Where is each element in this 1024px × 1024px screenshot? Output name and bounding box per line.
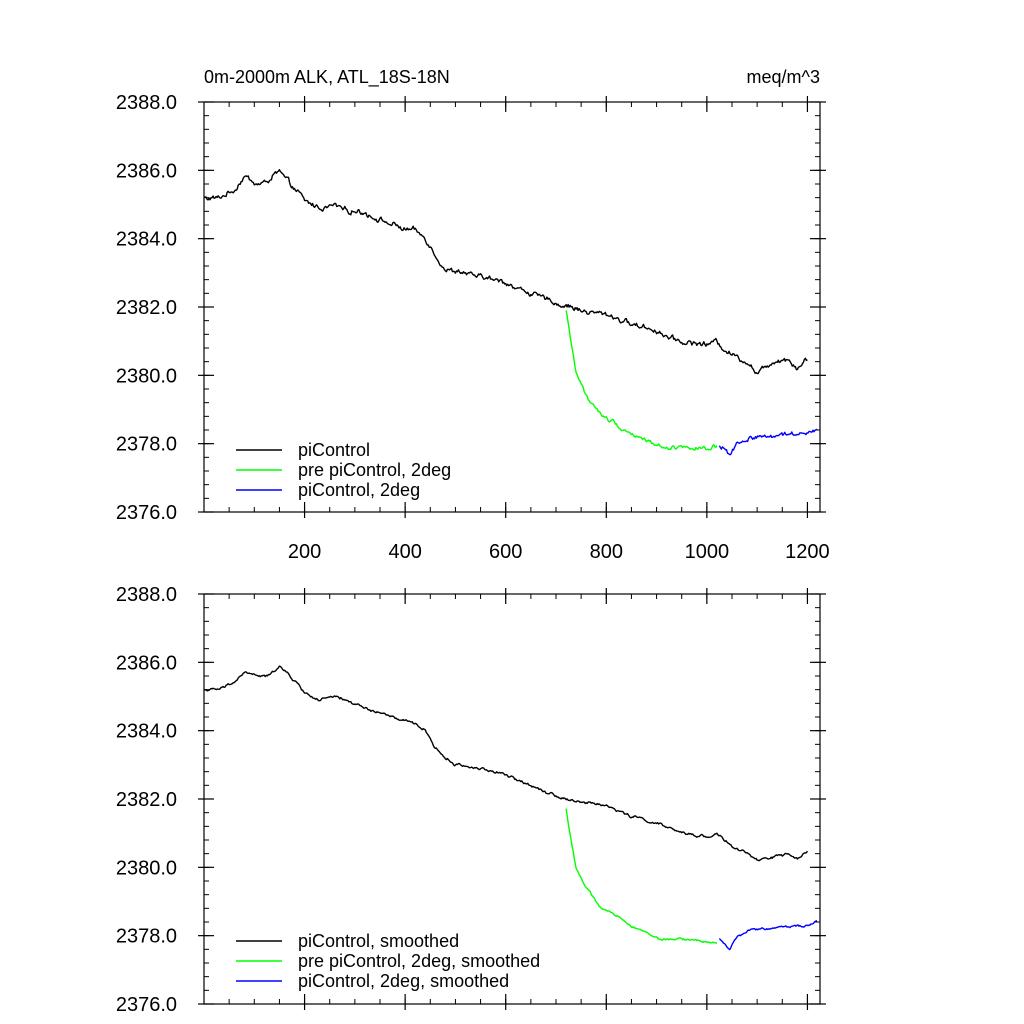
legend-label: piControl, smoothed xyxy=(298,931,459,951)
chart-title: 0m-2000m ALK, ATL_18S-18N xyxy=(204,67,450,88)
x-tick-label: 200 xyxy=(288,541,321,563)
plot-frame xyxy=(203,593,821,1005)
chart-panel-1: 2376.0 2378.0 2380.0 2382.0 2384.0 2386.0 2388… xyxy=(116,67,830,563)
y-tick-label: 2378.0 xyxy=(116,434,177,456)
y-tick-label: 2386.0 xyxy=(116,160,177,182)
y-tick-label: 2382.0 xyxy=(116,789,177,811)
series-line-3 xyxy=(718,920,818,951)
chart-units-label: meq/m^3 xyxy=(747,67,820,87)
legend-label: piControl, 2deg xyxy=(298,480,420,500)
plot-frame xyxy=(203,101,821,513)
y-tick-label: 2378.0 xyxy=(116,926,177,948)
x-tick-label: 1200 xyxy=(785,541,830,563)
x-tick-label: 800 xyxy=(590,541,623,563)
y-tick-label: 2380.0 xyxy=(116,365,177,387)
x-tick-label: 400 xyxy=(388,541,421,563)
y-tick-label: 2384.0 xyxy=(116,721,177,743)
series-line-2 xyxy=(565,808,717,944)
chart-panel-2: 2376.0 2378.0 2380.0 2382.0 2384.0 2386.0 2388… xyxy=(116,584,826,1016)
legend-label: piControl, 2deg, smoothed xyxy=(298,971,509,991)
x-tick-label: 600 xyxy=(489,541,522,563)
y-tick-label: 2388.0 xyxy=(116,92,177,114)
y-tick-label: 2376.0 xyxy=(116,502,177,524)
legend-label: pre piControl, 2deg, smoothed xyxy=(298,951,540,971)
y-tick-label: 2386.0 xyxy=(116,652,177,674)
y-tick-label: 2382.0 xyxy=(116,297,177,319)
x-tick-label: 1000 xyxy=(685,541,730,563)
series-line-2 xyxy=(565,310,718,451)
series-line-1 xyxy=(203,665,808,862)
legend-label: piControl xyxy=(298,440,370,460)
y-tick-label: 2380.0 xyxy=(116,857,177,879)
y-tick-label: 2384.0 xyxy=(116,229,177,251)
legend-label: pre piControl, 2deg xyxy=(298,460,451,480)
series-line-3 xyxy=(718,428,818,456)
series-line-1 xyxy=(203,168,808,375)
y-tick-label: 2376.0 xyxy=(116,994,177,1016)
y-tick-label: 2388.0 xyxy=(116,584,177,606)
